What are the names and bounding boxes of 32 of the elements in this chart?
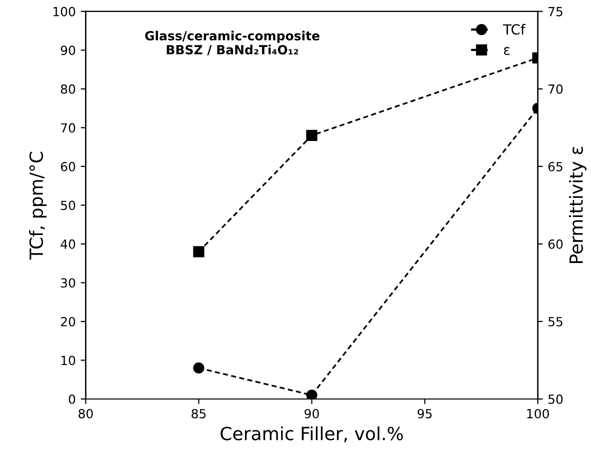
y-tick-label: 60 [60, 162, 76, 172]
y-tick-label: 10 [61, 356, 76, 366]
y-tick-label: 20 [60, 316, 76, 326]
y2-axis-title: Permittivity ε [568, 146, 586, 264]
y-tick-label: 40 [60, 239, 76, 249]
y2-tick-label: 70 [548, 84, 563, 94]
x-tick-label: 95 [418, 408, 432, 418]
y2-tick-label: 60 [548, 239, 563, 249]
point [193, 246, 204, 258]
y-tick-label: 0 [68, 394, 76, 404]
x-tick-label: 85 [192, 408, 206, 418]
x-tick-label: 90 [304, 408, 319, 418]
legend-label: ε [504, 47, 510, 56]
annotation: Glass/ceramic-composite BBSZ / BaNd₂Ti₄O₁₂ [145, 30, 320, 56]
x-tick-label: 80 [78, 408, 93, 418]
y2-tick-label: 55 [548, 317, 562, 326]
x-axis-title: Ceramic Filler, vol.% [220, 426, 403, 442]
point [306, 130, 318, 141]
y-axis-title: TCf, ppm/°C [29, 152, 47, 260]
y-tick-label: 30 [61, 278, 76, 288]
y2-tick-label: 75 [548, 7, 562, 16]
y-tick-label: 100 [53, 6, 76, 16]
y2-tick-label: 50 [548, 394, 563, 404]
legend-label: TCf [503, 24, 526, 35]
y-tick-label: 50 [61, 200, 76, 210]
x-tick-label: 100 [527, 408, 549, 418]
y-tick-label: 80 [60, 84, 76, 94]
point [193, 362, 204, 374]
y-tick-label: 90 [60, 46, 76, 56]
y2-tick-label: 65 [548, 162, 562, 172]
point [306, 390, 318, 399]
y-tick-label: 70 [61, 123, 76, 133]
